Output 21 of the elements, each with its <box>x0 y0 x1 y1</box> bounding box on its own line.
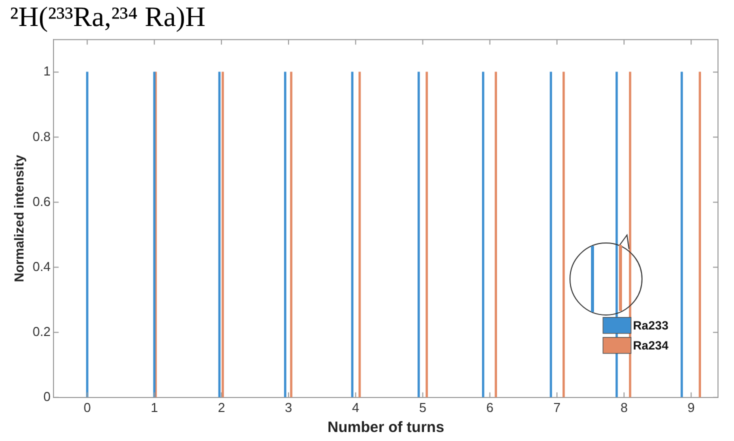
x-tick-label: 8 <box>620 400 628 415</box>
y-tick-label: 0.4 <box>32 258 51 274</box>
y-axis-title: Normalized intensity <box>11 154 26 282</box>
x-tick-label: 3 <box>284 400 292 415</box>
x-tick-label: 1 <box>150 400 158 415</box>
x-tick-label: 6 <box>486 400 494 415</box>
y-tick-label: 0.8 <box>32 128 51 144</box>
y-tick-label: 1 <box>43 64 51 79</box>
x-tick-label: 0 <box>84 400 91 415</box>
x-tick-label: 5 <box>419 400 426 415</box>
chart-title: ²H(²³³Ra,²³⁴ Ra)H <box>10 2 206 34</box>
y-tick-label: 0 <box>43 388 51 404</box>
x-tick-label: 7 <box>553 400 561 415</box>
x-axis-title: Number of turns <box>328 419 444 436</box>
y-tick-label: 0.6 <box>32 194 51 209</box>
legend-label: Ra234 <box>633 338 669 353</box>
y-tick-label: 0.2 <box>32 324 51 339</box>
x-tick-label: 9 <box>688 400 695 415</box>
x-tick-label: 4 <box>352 400 360 415</box>
legend-label: Ra233 <box>633 318 669 333</box>
x-tick-label: 2 <box>218 400 226 415</box>
